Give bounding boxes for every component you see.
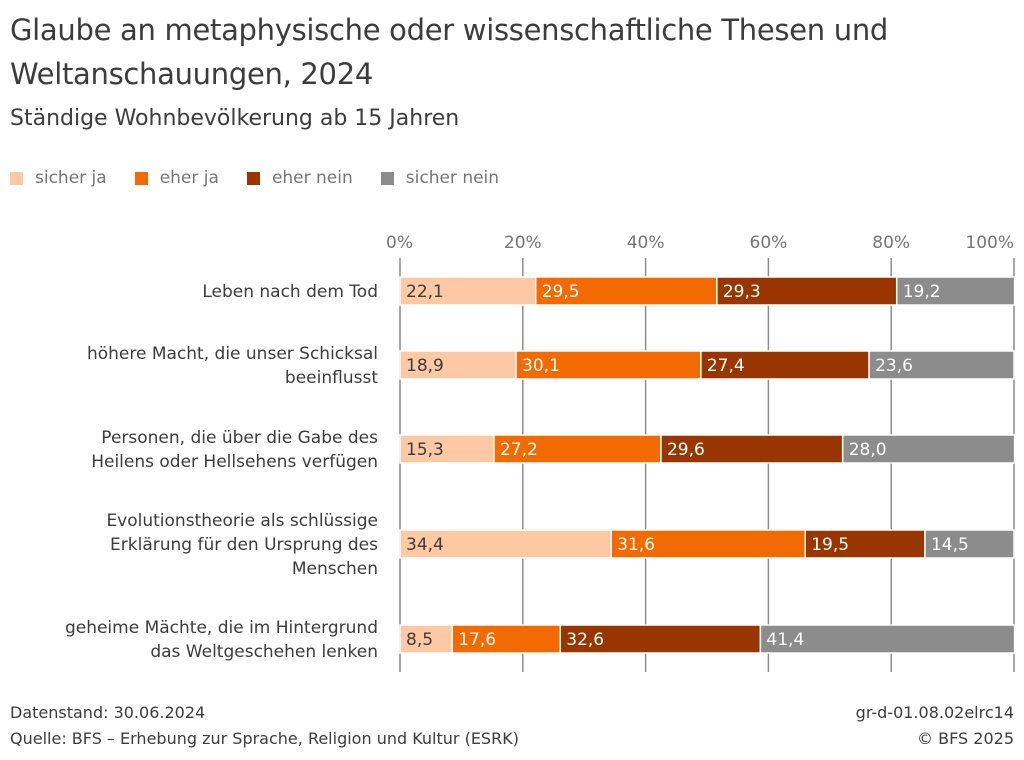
category-label: Menschen	[292, 559, 378, 579]
data-label: 14,5	[931, 535, 969, 555]
chart-plot: 0% 20% 40% 60% 80% 100% 22,1 29,5 29,3 19,2 Leben …	[65, 233, 1016, 672]
footer-copyright: © BFS 2025	[917, 729, 1014, 748]
data-label: 41,4	[766, 630, 804, 650]
data-label: 32,6	[566, 630, 604, 650]
x-tick-label: 40%	[627, 233, 665, 253]
x-tick-label: 80%	[872, 233, 910, 253]
footer-source: Quelle: BFS – Erhebung zur Sprache, Reli…	[10, 729, 519, 748]
data-label: 29,5	[542, 282, 580, 302]
bar-segment	[841, 434, 1016, 464]
bar-segment	[534, 276, 718, 306]
legend-label: sicher ja	[35, 168, 107, 188]
legend-item-eher-ja[interactable]: eher ja	[134, 168, 219, 188]
data-label: 29,6	[667, 440, 705, 460]
category-label: Erklärung für den Ursprung des	[110, 535, 378, 555]
data-label: 34,4	[406, 535, 444, 555]
legend-swatch	[380, 171, 394, 185]
bar-segment	[399, 276, 537, 306]
bar-segment	[924, 529, 1015, 559]
footer-code: gr-d-01.08.02elrc14	[855, 703, 1014, 722]
category-label: Evolutionstheorie als schlüssige	[106, 511, 378, 531]
legend-item-eher-nein[interactable]: eher nein	[246, 168, 353, 188]
category-label: Heilens oder Hellsehens verfügen	[91, 452, 378, 472]
bar-segment	[700, 350, 870, 380]
bar-segment	[716, 276, 898, 306]
data-label: 31,6	[617, 535, 655, 555]
legend-item-sicher-nein[interactable]: sicher nein	[380, 168, 500, 188]
data-label: 8,5	[406, 630, 433, 650]
bar-segment	[610, 529, 806, 559]
chart-title: Glaube an metaphysische oder wissenschaf…	[10, 13, 889, 91]
x-tick-label: 20%	[504, 233, 542, 253]
category-label: Personen, die über die Gabe des	[101, 428, 378, 448]
chart-subtitle: Ständige Wohnbevölkerung ab 15 Jahren	[10, 106, 460, 131]
legend-label: eher ja	[159, 168, 219, 188]
data-label: 27,2	[500, 440, 538, 460]
bar-segment	[660, 434, 844, 464]
footer-right: gr-d-01.08.02elrc14 © BFS 2025	[856, 700, 1014, 752]
bar-segment	[399, 529, 612, 559]
legend-label: sicher nein	[405, 168, 500, 188]
x-tick-label: 0%	[386, 233, 413, 253]
data-label: 22,1	[406, 282, 444, 302]
bar-segment	[451, 624, 562, 654]
category-label: höhere Macht, die unser Schicksal	[87, 344, 378, 364]
data-label: 18,9	[406, 356, 444, 376]
bar-segment	[493, 434, 662, 464]
data-label: 19,5	[811, 535, 849, 555]
x-tick-label: 60%	[750, 233, 788, 253]
data-label: 28,0	[849, 440, 887, 460]
category-label: beeinflusst	[285, 368, 378, 388]
data-label: 30,1	[522, 356, 560, 376]
category-label: das Weltgeschehen lenken	[150, 642, 378, 662]
category-label: geheime Mächte, die im Hintergrund	[65, 618, 378, 638]
legend-item-sicher-ja[interactable]: sicher ja	[10, 168, 107, 188]
bar-segment	[868, 350, 1015, 380]
data-label: 19,2	[903, 282, 941, 302]
bar-segment	[895, 276, 1016, 306]
legend-swatch	[134, 171, 148, 185]
bar-segment	[759, 624, 1016, 654]
x-tick-label: 100%	[965, 233, 1014, 253]
legend-label: eher nein	[271, 168, 353, 188]
bar-segment	[399, 434, 495, 464]
bar-segment	[399, 624, 453, 654]
bar-segment	[804, 529, 926, 559]
legend: sicher ja eher ja eher nein sicher nein	[10, 168, 527, 188]
legend-swatch	[246, 171, 260, 185]
data-label: 17,6	[458, 630, 496, 650]
data-label: 23,6	[875, 356, 913, 376]
data-label: 15,3	[406, 440, 444, 460]
bar-segment	[399, 350, 517, 380]
footer-left: Datenstand: 30.06.2024 Quelle: BFS – Erh…	[10, 700, 519, 752]
data-label: 27,4	[707, 356, 745, 376]
legend-swatch	[10, 171, 23, 185]
category-label: Leben nach dem Tod	[202, 282, 378, 302]
bar-segment	[559, 624, 762, 654]
footer-datenstand: Datenstand: 30.06.2024	[10, 703, 206, 722]
data-label: 29,3	[723, 282, 761, 302]
